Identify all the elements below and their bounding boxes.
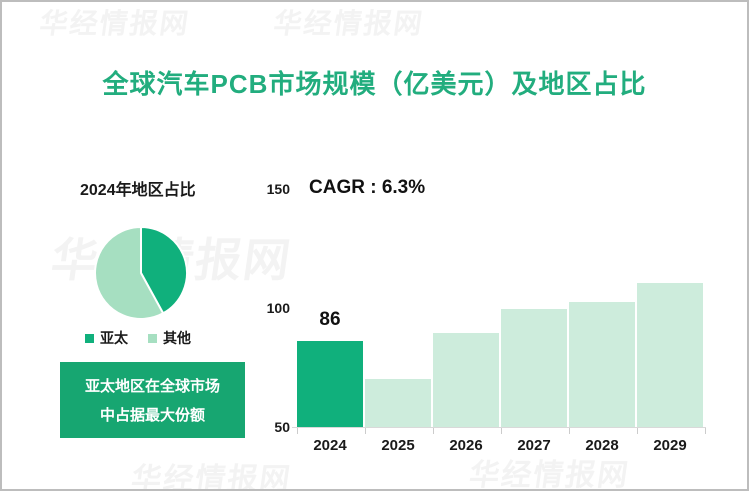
legend-label-other: 其他 (163, 330, 191, 346)
y-axis-tick-150: 150 (266, 181, 290, 197)
x-axis-tick-mark (364, 428, 366, 434)
x-axis-tick-mark (432, 428, 434, 434)
callout-line-2: 中占据最大份额 (99, 407, 205, 424)
legend-swatch-other (148, 333, 157, 343)
callout-box: 亚太地区在全球市场 中占据最大份额 (60, 362, 245, 438)
watermark-logo: 华经情报网 (37, 8, 192, 39)
page-title: 全球汽车PCB市场规模（亿美元）及地区占比 (102, 69, 647, 99)
x-axis-tick-mark (568, 428, 570, 434)
x-axis-label-2028: 2028 (585, 437, 619, 454)
x-axis-tick-mark (500, 428, 502, 434)
bar-2028 (569, 302, 635, 427)
watermark-logo: 华经情报网 (271, 8, 426, 39)
legend-label-asia-pacific: 亚太 (100, 330, 128, 346)
y-axis-tick-100: 100 (266, 300, 290, 316)
x-axis-label-2024: 2024 (313, 437, 347, 454)
cagr-label: CAGR : 6.3% (309, 177, 426, 198)
pie-slice-其他 (94, 226, 165, 320)
legend-swatch-asia-pacific (85, 333, 94, 343)
x-axis-tick-mark (704, 428, 706, 434)
x-axis-tick-mark (296, 428, 298, 434)
x-axis-label-2027: 2027 (517, 437, 551, 454)
pie-slice-亚太 (140, 226, 188, 315)
x-axis-label-2025: 2025 (381, 437, 415, 454)
pie-section-heading: 2024年地区占比 (80, 182, 196, 199)
bar-value-label-2024: 86 (319, 309, 341, 330)
bar-2026 (433, 333, 499, 427)
x-axis-line (292, 427, 706, 428)
bar-2025 (365, 379, 431, 427)
legend-item-other: 其他 (148, 328, 191, 348)
bar-2024 (297, 340, 363, 427)
callout-line-1: 亚太地区在全球市场 (84, 378, 220, 395)
watermark-logo: 华经情报网 (467, 459, 632, 491)
bar-2029 (637, 283, 703, 427)
pie-chart (94, 226, 188, 320)
x-axis-label-2026: 2026 (449, 437, 483, 454)
pie-legend: 亚太 其他 (85, 328, 191, 348)
x-axis-tick-mark (636, 428, 638, 434)
y-axis-tick-50: 50 (274, 419, 290, 435)
x-axis-label-2029: 2029 (653, 437, 687, 454)
legend-item-asia-pacific: 亚太 (85, 328, 128, 348)
watermark-logo: 华经情报网 (129, 463, 294, 491)
bar-2027 (501, 309, 567, 427)
